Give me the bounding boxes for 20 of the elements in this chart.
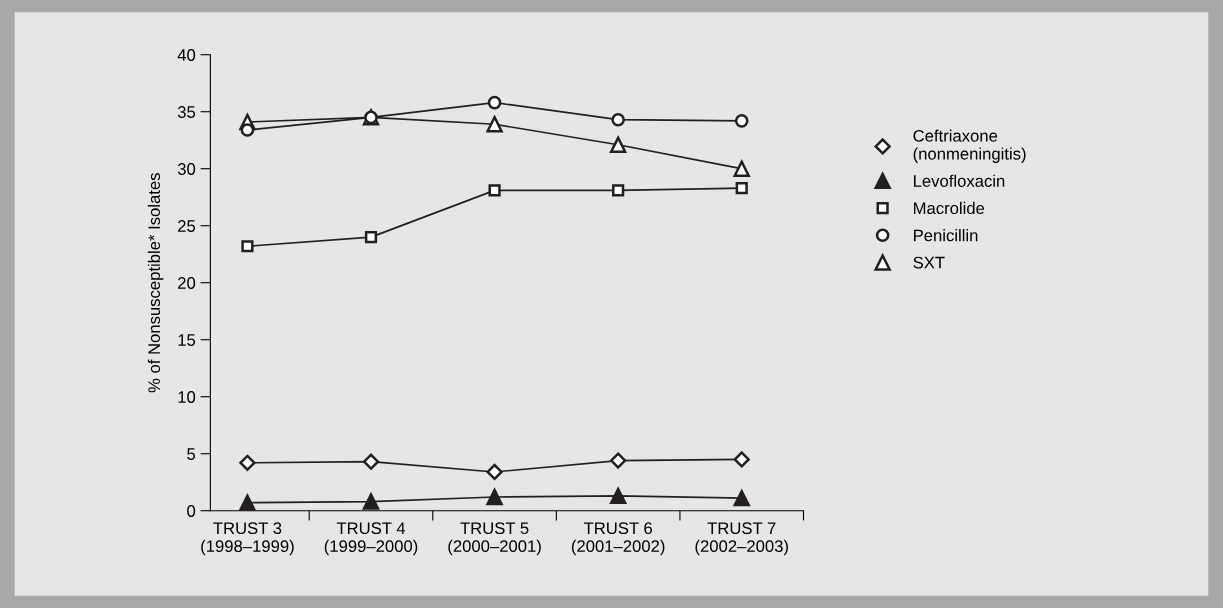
y-tick-label: 25 bbox=[178, 220, 196, 232]
y-axis-title: % of Nonsusceptible* Isolates bbox=[147, 173, 164, 393]
y-tick-label: 35 bbox=[177, 106, 196, 118]
legend-label: Levofloxacin bbox=[914, 174, 1005, 187]
legend-label: Ceftriaxone (nonmeningitis) bbox=[913, 129, 1026, 163]
y-tick-label: 20 bbox=[178, 277, 196, 289]
x-tick-label: TRUST 4 (1999–2000) bbox=[324, 522, 418, 556]
legend-label: Macrolide bbox=[914, 201, 985, 215]
legend-label: SXT bbox=[913, 256, 945, 269]
y-tick-label: 10 bbox=[178, 391, 196, 403]
y-tick-label: 0 bbox=[187, 505, 196, 517]
x-tick-label: TRUST 7 (2002–2003) bbox=[695, 522, 788, 556]
y-tick-label: 40 bbox=[177, 49, 196, 61]
y-tick-label: 15 bbox=[178, 334, 196, 346]
x-tick-label: TRUST 6 (2001–2002) bbox=[571, 522, 665, 556]
x-tick-label: TRUST 3 (1998–1999) bbox=[201, 522, 294, 556]
y-tick-label: 30 bbox=[177, 163, 196, 175]
y-tick-label: 5 bbox=[187, 448, 196, 460]
x-tick-label: TRUST 5 (2000–2001) bbox=[448, 522, 541, 556]
legend-label: Penicillin bbox=[914, 229, 978, 242]
